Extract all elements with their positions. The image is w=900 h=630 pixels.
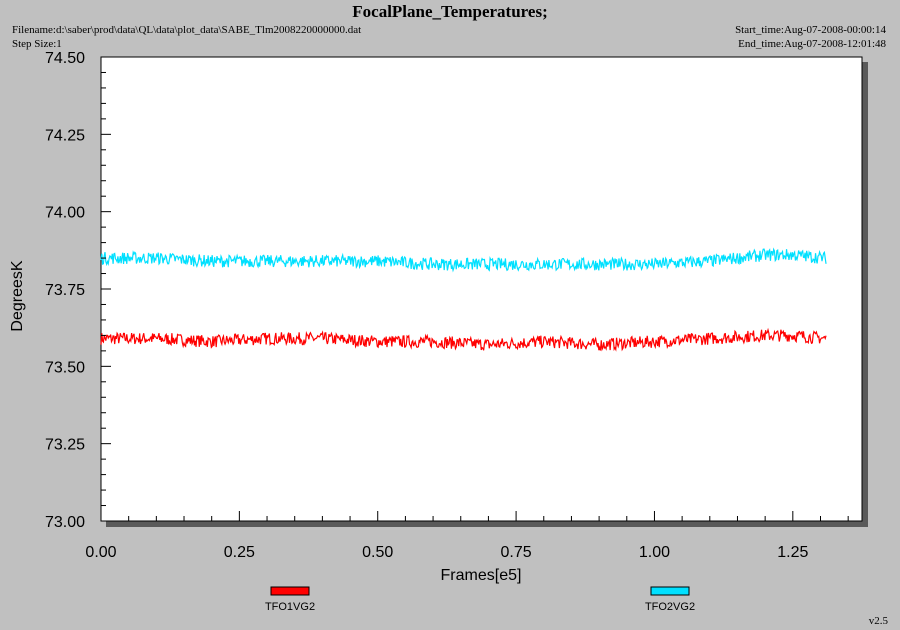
legend: TFO1VG2 TFO2VG2	[265, 586, 695, 613]
series-layer	[100, 247, 827, 352]
series-line-1	[100, 327, 827, 352]
y-tick-label: 73.75	[45, 282, 85, 299]
chart-title: FocalPlane_Temperatures;	[352, 2, 548, 21]
y-tick-label: 73.00	[45, 514, 85, 531]
y-tick-label: 73.25	[45, 437, 85, 454]
x-tick-label: 0.50	[362, 544, 393, 561]
y-tick-label: 74.00	[45, 205, 85, 222]
plot-area	[100, 56, 863, 522]
y-axis-label: DegreesK	[9, 260, 26, 331]
y-tick-label: 74.50	[45, 50, 85, 67]
x-tick-label: 1.25	[777, 544, 808, 561]
start-time-label: Start_time:Aug-07-2008-00:00:14	[735, 24, 886, 36]
version-label: v2.5	[868, 615, 888, 627]
legend-label-2: TFO2VG2	[645, 601, 695, 613]
tick-layer: 73.00 73.25 73.50 73.75 74.00 74.25 74.50 0.00 0…	[45, 50, 849, 561]
legend-label-1: TFO1VG2	[265, 601, 315, 613]
end-time-label: End_time:Aug-07-2008-12:01:48	[738, 38, 886, 50]
legend-swatch-2	[650, 586, 690, 596]
x-tick-label: 0.75	[501, 544, 532, 561]
filename-label: Filename:d:\saber\prod\data\QL\data\plot…	[12, 24, 362, 36]
series-line-2	[100, 247, 827, 273]
x-axis-label: Frames[e5]	[441, 567, 522, 584]
x-tick-label: 1.00	[639, 544, 670, 561]
y-tick-label: 73.50	[45, 359, 85, 376]
step-size-label: Step Size:1	[12, 38, 62, 50]
y-tick-label: 74.25	[45, 127, 85, 144]
x-tick-label: 0.00	[85, 544, 116, 561]
legend-swatch-1	[270, 586, 310, 596]
x-tick-label: 0.25	[224, 544, 255, 561]
